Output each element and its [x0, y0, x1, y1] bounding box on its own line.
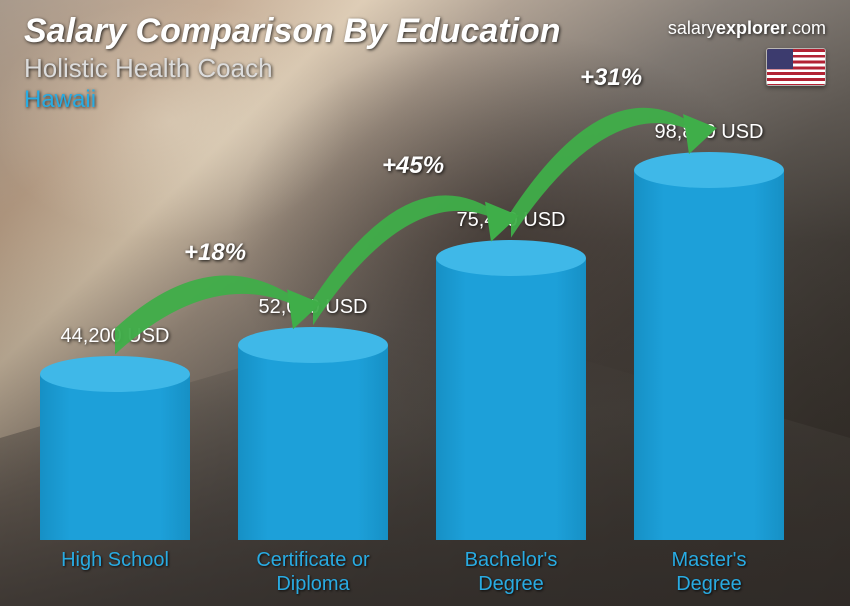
category-label: High School [61, 548, 169, 572]
category-label: Master'sDegree [672, 548, 747, 596]
increase-pct-label: +18% [184, 239, 246, 267]
brand-tld: .com [787, 18, 826, 38]
bar [436, 258, 586, 540]
bar-top [436, 240, 586, 276]
bar-front [634, 170, 784, 540]
chart-location: Hawaii [24, 86, 826, 114]
brand-logo: salaryexplorer.com [668, 18, 826, 39]
bar-front [40, 374, 190, 540]
increase-pct-label: +45% [382, 152, 444, 180]
chart-subtitle: Holistic Health Coach [24, 53, 826, 84]
flag-canton [767, 49, 793, 69]
bar-value-label: 98,800 USD [634, 121, 784, 144]
brand-suffix: explorer [716, 18, 787, 38]
bar [40, 374, 190, 540]
brand-prefix: salary [668, 18, 716, 38]
bar-front [436, 258, 586, 540]
category-label: Certificate orDiploma [256, 548, 369, 596]
flag-icon [766, 48, 826, 86]
bar-group: 75,400 USDBachelor'sDegree [436, 209, 586, 540]
bar [238, 345, 388, 540]
bar-chart: 44,200 USDHigh School 52,000 USDCertifica… [40, 120, 790, 540]
bar-group: 98,800 USDMaster'sDegree [634, 121, 784, 540]
bar-value-label: 75,400 USD [436, 209, 586, 232]
bar-group: 52,000 USDCertificate orDiploma [238, 296, 388, 540]
category-label: Bachelor'sDegree [465, 548, 558, 596]
bar [634, 170, 784, 540]
bar-value-label: 44,200 USD [40, 325, 190, 348]
bar-value-label: 52,000 USD [238, 296, 388, 319]
bar-group: 44,200 USDHigh School [40, 325, 190, 540]
bar-top [634, 152, 784, 188]
bar-front [238, 345, 388, 540]
